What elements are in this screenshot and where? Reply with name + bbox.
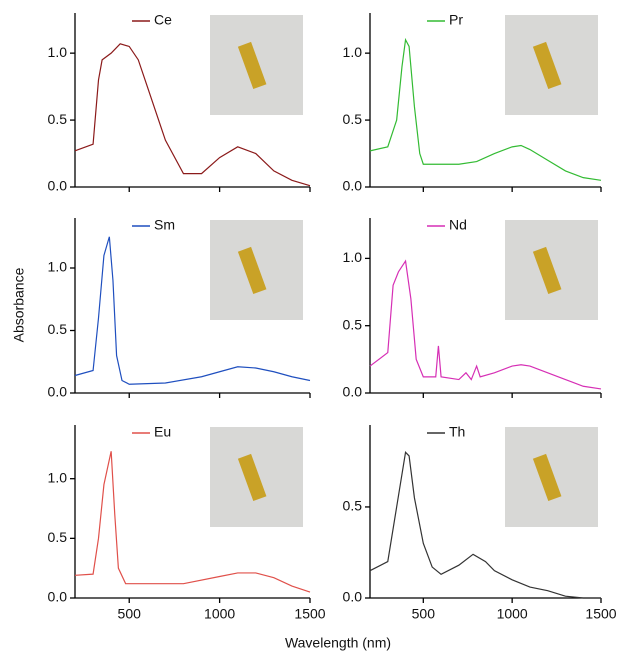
x-tick-label: 1500 [294, 606, 325, 622]
y-tick-label: 0.5 [343, 498, 363, 514]
y-tick-label: 1.0 [48, 44, 68, 60]
x-tick-label: 500 [412, 606, 436, 622]
crystal [532, 246, 562, 295]
y-tick-label: 0.0 [48, 178, 68, 194]
crystal [237, 41, 267, 90]
x-axis-label: Wavelength (nm) [285, 635, 391, 651]
crystal [237, 453, 267, 502]
legend-label: Sm [154, 217, 175, 233]
spectrum-line [369, 451, 601, 599]
y-tick-label: 0.5 [48, 529, 68, 545]
x-tick-label: 1500 [585, 606, 616, 622]
y-tick-label: 0.0 [343, 178, 363, 194]
y-tick-label: 1.0 [343, 249, 363, 265]
y-tick-label: 0.5 [48, 321, 68, 337]
y-tick-label: 0.0 [48, 589, 68, 605]
y-tick-label: 0.5 [343, 111, 363, 127]
y-tick-label: 1.0 [343, 44, 363, 60]
y-tick-label: 0.0 [343, 384, 363, 400]
spectrum-line [74, 236, 311, 385]
x-tick-label: 1000 [497, 606, 528, 622]
y-tick-label: 0.5 [48, 111, 68, 127]
crystal [237, 246, 267, 295]
y-tick-label: 1.0 [48, 259, 68, 275]
spectrum-line [74, 451, 311, 593]
crystal [532, 41, 562, 90]
y-tick-label: 0.0 [343, 589, 363, 605]
legend-label: Pr [449, 12, 463, 28]
y-tick-label: 0.5 [343, 316, 363, 332]
y-tick-label: 0.0 [48, 384, 68, 400]
legend-label: Nd [449, 217, 467, 233]
crystal [532, 453, 562, 502]
x-tick-label: 500 [118, 606, 142, 622]
y-tick-label: 1.0 [48, 469, 68, 485]
legend-label: Th [449, 424, 465, 440]
legend-label: Ce [154, 12, 172, 28]
x-tick-label: 1000 [204, 606, 235, 622]
spectrum-line [74, 43, 311, 187]
y-axis-label: Absorbance [11, 267, 27, 342]
spectrum-line [369, 259, 602, 390]
legend-label: Eu [154, 424, 171, 440]
spectrum-line [369, 37, 602, 181]
